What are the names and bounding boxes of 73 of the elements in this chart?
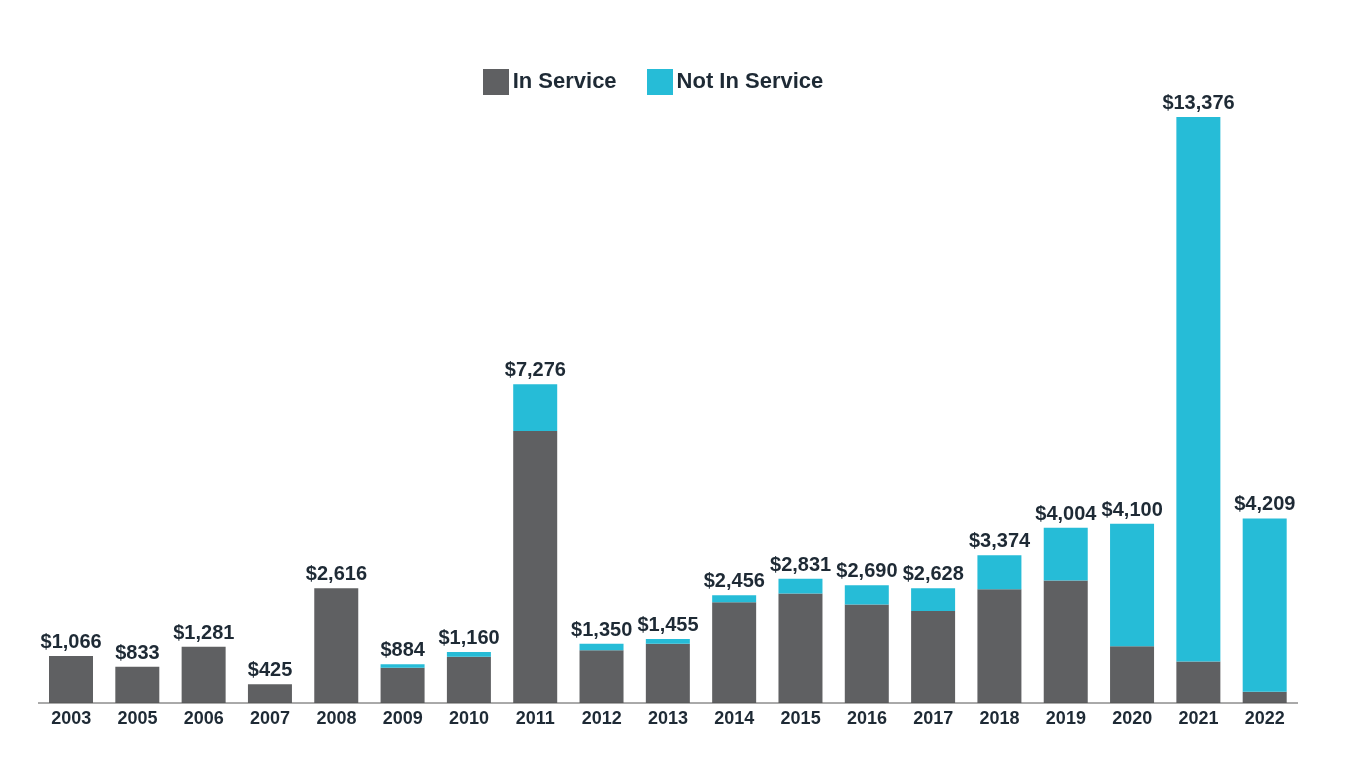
annotation: $2,628 xyxy=(902,562,964,585)
bar xyxy=(446,652,491,657)
bar xyxy=(911,610,956,703)
bar xyxy=(579,643,624,651)
x-tick-label: 2011 xyxy=(515,707,555,728)
annotation: $7,276 xyxy=(504,358,566,381)
annotation: $2,616 xyxy=(305,562,368,585)
x-tick-label: 2007 xyxy=(250,707,291,728)
x-tick-label: 2005 xyxy=(117,707,158,728)
annotation: $1,281 xyxy=(173,620,235,643)
x-tick-label: 2020 xyxy=(1112,707,1153,728)
bar xyxy=(1110,523,1155,647)
bar xyxy=(513,431,558,703)
bar xyxy=(977,555,1022,590)
x-tick-label: 2010 xyxy=(449,707,490,728)
x-tick-label: 2014 xyxy=(714,707,755,728)
annotation: $4,209 xyxy=(1234,492,1296,515)
bar xyxy=(181,646,226,703)
bar xyxy=(1242,691,1287,703)
bar xyxy=(977,589,1022,703)
bar xyxy=(513,384,558,432)
bar xyxy=(1043,527,1088,581)
annotation: $1,350 xyxy=(571,617,633,640)
bar xyxy=(1110,646,1155,703)
bar xyxy=(314,588,359,703)
x-tick-label: 2008 xyxy=(316,707,357,728)
annotation: $425 xyxy=(247,658,293,681)
bar xyxy=(712,602,757,703)
annotation: $1,066 xyxy=(40,630,102,653)
bar xyxy=(911,588,956,611)
bar xyxy=(1176,661,1221,703)
x-tick-label: 2013 xyxy=(647,707,689,728)
bar xyxy=(645,639,690,644)
x-tick-label: 2022 xyxy=(1244,707,1285,728)
bar xyxy=(844,604,889,703)
x-tick-label: 2021 xyxy=(1178,707,1219,728)
bar xyxy=(844,585,889,605)
x-tick-label: 2015 xyxy=(780,707,821,728)
annotation: $13,376 xyxy=(1162,90,1235,113)
bar xyxy=(712,595,757,603)
bar xyxy=(645,643,690,703)
bar xyxy=(579,650,624,703)
legend-label: In Service xyxy=(512,68,617,93)
bar xyxy=(1043,580,1088,703)
bar xyxy=(49,656,93,703)
annotation: $2,831 xyxy=(770,552,832,575)
x-tick-label: 2009 xyxy=(382,707,423,728)
x-tick-label: 2016 xyxy=(846,707,887,728)
annotation: $4,100 xyxy=(1101,497,1163,520)
annotation: $3,374 xyxy=(968,529,1032,552)
bar xyxy=(380,664,425,668)
annotation: $884 xyxy=(380,638,426,661)
x-tick-label: 2017 xyxy=(913,707,954,728)
annotation: $1,455 xyxy=(637,613,699,636)
annotation: $2,456 xyxy=(703,569,765,592)
bar xyxy=(380,667,425,703)
x-tick-label: 2006 xyxy=(183,707,224,728)
annotation: $4,004 xyxy=(1035,501,1098,524)
bar xyxy=(247,684,292,703)
x-tick-label: 2019 xyxy=(1045,707,1086,728)
bar xyxy=(115,666,160,703)
bar xyxy=(1176,116,1221,662)
annotation: $1,160 xyxy=(438,626,500,649)
bar xyxy=(778,593,823,703)
legend-label: Not In Service xyxy=(676,68,824,93)
x-tick-label: 2003 xyxy=(51,707,92,728)
annotation: $833 xyxy=(115,640,160,663)
bar xyxy=(1242,518,1287,692)
x-tick-label: 2012 xyxy=(581,707,622,728)
x-tick-label: 2018 xyxy=(979,707,1020,728)
bar xyxy=(446,656,491,703)
bar xyxy=(778,578,823,594)
annotation: $2,690 xyxy=(836,559,898,582)
